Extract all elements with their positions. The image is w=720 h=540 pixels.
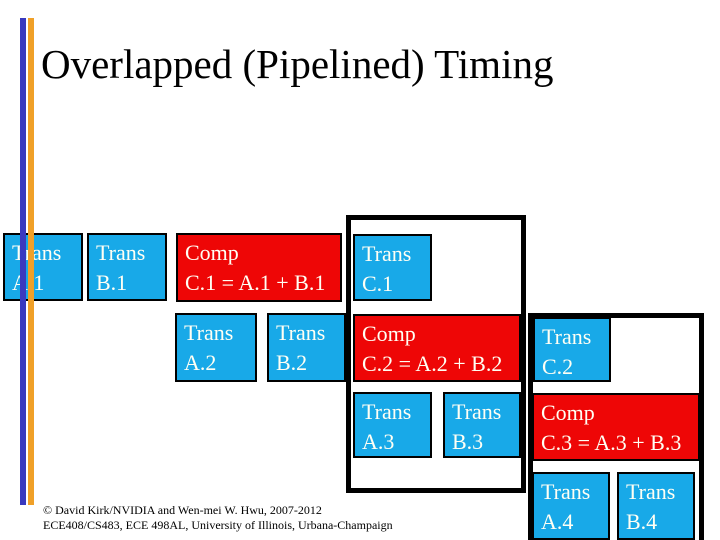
- box-trans-a3: Trans A.3: [353, 392, 432, 458]
- box-trans-a4: Trans A.4: [532, 472, 610, 540]
- box-trans-b2-operand: B.2: [276, 350, 308, 375]
- box-trans-b3-operand: B.3: [452, 429, 484, 454]
- box-comp-c1-expression: C.1 = A.1 + B.1: [185, 270, 326, 295]
- copyright-line-1: © David Kirk/NVIDIA and Wen-mei W. Hwu, …: [43, 503, 322, 517]
- box-comp-c2: Comp C.2 = A.2 + B.2: [353, 314, 521, 382]
- box-trans-c1-op: Trans: [362, 241, 412, 266]
- box-trans-a3-op: Trans: [362, 399, 412, 424]
- box-trans-c1: Trans C.1: [353, 234, 432, 301]
- box-trans-b2: Trans B.2: [267, 313, 346, 382]
- box-trans-b4-op: Trans: [626, 479, 676, 504]
- copyright-line-2: ECE408/CS483, ECE 498AL, University of I…: [43, 518, 393, 532]
- box-comp-c1-op: Comp: [185, 240, 239, 265]
- box-trans-a3-operand: A.3: [362, 429, 395, 454]
- box-trans-a2-op: Trans: [184, 320, 234, 345]
- time-step-frame-2: [528, 313, 704, 540]
- box-trans-a4-operand: A.4: [541, 509, 574, 534]
- accent-bar-blue: [20, 18, 26, 505]
- box-trans-b3-op: Trans: [452, 399, 502, 424]
- box-comp-c3-op: Comp: [541, 400, 595, 425]
- accent-bar-orange: [28, 18, 34, 505]
- box-trans-a2-operand: A.2: [184, 350, 217, 375]
- slide-title: Overlapped (Pipelined) Timing: [41, 41, 554, 87]
- box-trans-b1: Trans B.1: [87, 233, 167, 301]
- box-trans-b4-operand: B.4: [626, 509, 658, 534]
- copyright-footer: © David Kirk/NVIDIA and Wen-mei W. Hwu, …: [43, 503, 393, 533]
- box-trans-a2: Trans A.2: [175, 313, 257, 382]
- box-comp-c3: Comp C.3 = A.3 + B.3: [532, 393, 700, 461]
- box-comp-c2-expression: C.2 = A.2 + B.2: [362, 351, 503, 376]
- box-trans-b2-op: Trans: [276, 320, 326, 345]
- time-step-frame-1: [346, 215, 526, 493]
- box-comp-c2-op: Comp: [362, 321, 416, 346]
- box-trans-a4-op: Trans: [541, 479, 591, 504]
- box-trans-b4: Trans B.4: [617, 472, 695, 540]
- box-comp-c1: Comp C.1 = A.1 + B.1: [176, 233, 342, 302]
- box-trans-b1-op: Trans: [96, 240, 146, 265]
- box-trans-c1-operand: C.1: [362, 271, 394, 296]
- box-trans-b1-operand: B.1: [96, 270, 128, 295]
- box-trans-b3: Trans B.3: [443, 392, 521, 458]
- box-trans-c2: Trans C.2: [533, 317, 611, 382]
- box-trans-a1: Trans A.1: [3, 233, 83, 301]
- box-trans-c2-op: Trans: [542, 324, 592, 349]
- box-trans-c2-operand: C.2: [542, 354, 574, 379]
- box-comp-c3-expression: C.3 = A.3 + B.3: [541, 430, 682, 455]
